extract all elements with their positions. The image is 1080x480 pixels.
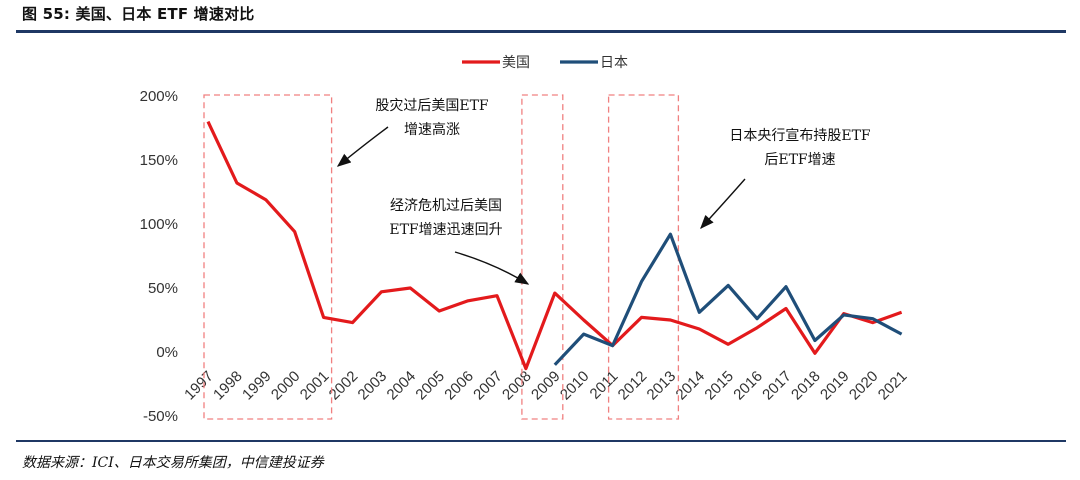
x-tick-label: 2001 xyxy=(297,368,333,404)
x-tick-label: 2007 xyxy=(470,368,506,404)
annotation-text: 股灾过后美国ETF xyxy=(375,97,489,114)
x-tick-label: 2013 xyxy=(644,368,680,404)
x-tick-label: 2016 xyxy=(730,368,766,404)
x-tick-label: 2008 xyxy=(499,368,535,404)
y-tick-label: 150% xyxy=(140,152,178,169)
annotation-text: ETF增速迅速回升 xyxy=(389,222,502,238)
x-tick-label: 2003 xyxy=(355,368,391,404)
highlight-box xyxy=(521,94,564,420)
annotation-arrow xyxy=(454,251,530,285)
x-tick-label: 2000 xyxy=(268,368,304,404)
x-tick-label: 2018 xyxy=(788,368,824,404)
y-tick-label: 200% xyxy=(140,88,178,105)
highlight-box xyxy=(203,94,333,420)
x-tick-label: 2009 xyxy=(528,368,564,404)
y-tick-label: 0% xyxy=(156,344,178,361)
series-layer xyxy=(206,120,903,371)
x-tick-label: 1997 xyxy=(181,368,217,404)
bottom-rule xyxy=(16,440,1066,442)
x-axis: 1997199819992000200120022003200420052006… xyxy=(181,368,910,404)
y-tick-label: -50% xyxy=(143,408,178,425)
annotation-text: 经济危机过后美国 xyxy=(390,198,502,214)
x-tick-label: 2015 xyxy=(701,368,737,404)
legend-label: 美国 xyxy=(502,55,530,71)
x-tick-label: 2004 xyxy=(384,368,420,404)
series-line-us xyxy=(206,120,903,371)
x-tick-label: 1999 xyxy=(239,368,275,404)
y-tick-label: 50% xyxy=(148,280,178,297)
x-tick-label: 2005 xyxy=(412,368,448,404)
x-tick-label: 2011 xyxy=(587,368,622,403)
annotation-arrow xyxy=(700,178,746,230)
source-note: 数据来源：ICI、日本交易所集团，中信建投证券 xyxy=(22,455,324,471)
x-tick-label: 1998 xyxy=(210,368,246,404)
annotation-text: 后ETF增速 xyxy=(764,152,835,168)
x-tick-label: 2019 xyxy=(817,368,853,404)
figure-title: 图 55: 美国、日本 ETF 增速对比 xyxy=(22,5,255,23)
annotation-text: 增速高涨 xyxy=(404,121,460,138)
annotation-text: 日本央行宣布持股ETF xyxy=(729,128,871,144)
y-tick-label: 100% xyxy=(140,216,178,233)
chart-svg: 美国 日本 -50%0%50%100%150%200% 1997199819992… xyxy=(140,55,911,425)
x-tick-label: 2012 xyxy=(615,368,651,404)
top-rule xyxy=(16,30,1066,33)
series-line-japan xyxy=(553,232,903,366)
y-axis: -50% 0% 50% 100% 150% 200% xyxy=(140,88,178,425)
legend: 美国 日本 xyxy=(462,55,628,71)
x-tick-label: 2017 xyxy=(759,368,795,404)
annotation-arrow xyxy=(336,126,389,167)
x-tick-label: 2020 xyxy=(846,368,882,404)
x-tick-label: 2021 xyxy=(875,368,911,404)
x-tick-label: 2006 xyxy=(441,368,477,404)
legend-label: 日本 xyxy=(600,55,628,71)
